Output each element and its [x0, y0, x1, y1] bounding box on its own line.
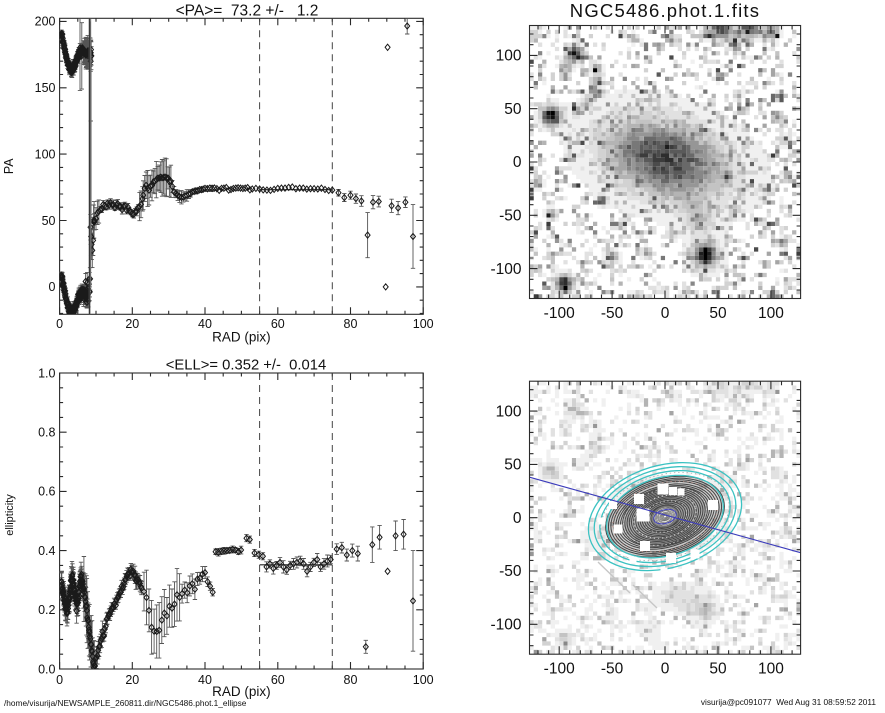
svg-text:0: 0	[513, 154, 522, 171]
svg-text:100: 100	[413, 317, 434, 331]
svg-text:RAD (pix): RAD (pix)	[212, 330, 271, 345]
svg-text:0.2: 0.2	[38, 603, 55, 617]
svg-text:1.0: 1.0	[38, 366, 55, 380]
svg-text:<PA>= 73.2 +/- 1.2: <PA>= 73.2 +/- 1.2	[176, 3, 319, 20]
svg-text:RAD (pix): RAD (pix)	[212, 684, 271, 699]
svg-text:visurija@pc091077 Wed Aug 31: visurija@pc091077 Wed Aug 31 08:59:52 20…	[701, 697, 876, 707]
svg-text:-50: -50	[601, 305, 624, 322]
svg-text:0: 0	[56, 317, 63, 331]
svg-text:0: 0	[513, 510, 522, 527]
svg-text:100: 100	[496, 48, 522, 65]
svg-text:-100: -100	[544, 661, 575, 678]
svg-text:100: 100	[413, 673, 434, 687]
svg-text:-100: -100	[490, 617, 521, 634]
svg-text:80: 80	[344, 673, 358, 687]
svg-text:0: 0	[49, 280, 56, 294]
svg-text:-50: -50	[601, 661, 624, 678]
svg-text:-50: -50	[499, 563, 522, 580]
svg-text:-50: -50	[499, 208, 522, 225]
svg-text:NGC5486.phot.1.fits: NGC5486.phot.1.fits	[570, 0, 760, 21]
svg-text:-100: -100	[490, 261, 521, 278]
svg-text:60: 60	[271, 317, 285, 331]
svg-text:150: 150	[35, 81, 56, 95]
svg-text:0.8: 0.8	[38, 426, 55, 440]
svg-text:100: 100	[758, 305, 784, 322]
svg-text:100: 100	[496, 403, 522, 420]
svg-text:40: 40	[198, 317, 212, 331]
svg-text:0: 0	[661, 305, 670, 322]
svg-text:ellipticity: ellipticity	[4, 494, 16, 536]
svg-text:0: 0	[661, 661, 670, 678]
svg-text:100: 100	[35, 147, 56, 161]
svg-text:0: 0	[56, 673, 63, 687]
svg-text:100: 100	[758, 661, 784, 678]
svg-text:0.0: 0.0	[38, 662, 55, 676]
svg-text:50: 50	[504, 101, 522, 118]
svg-text:80: 80	[344, 317, 358, 331]
svg-text:60: 60	[271, 673, 285, 687]
svg-text:200: 200	[35, 15, 56, 29]
svg-text:50: 50	[504, 457, 522, 474]
svg-text:40: 40	[198, 673, 212, 687]
svg-text:PA: PA	[2, 158, 16, 174]
svg-text:50: 50	[709, 305, 727, 322]
svg-text:<ELL>= 0.352 +/- 0.014: <ELL>= 0.352 +/- 0.014	[166, 358, 326, 374]
svg-text:0.6: 0.6	[38, 485, 55, 499]
svg-text:50: 50	[709, 661, 727, 678]
svg-text:20: 20	[125, 317, 139, 331]
svg-text:50: 50	[42, 214, 56, 228]
svg-text:0.4: 0.4	[38, 544, 55, 558]
svg-text:20: 20	[125, 673, 139, 687]
svg-text:/home/visurija/NEWSAMPLE_26081: /home/visurija/NEWSAMPLE_260811.dir/NGC5…	[4, 698, 247, 708]
svg-text:-100: -100	[544, 305, 575, 322]
